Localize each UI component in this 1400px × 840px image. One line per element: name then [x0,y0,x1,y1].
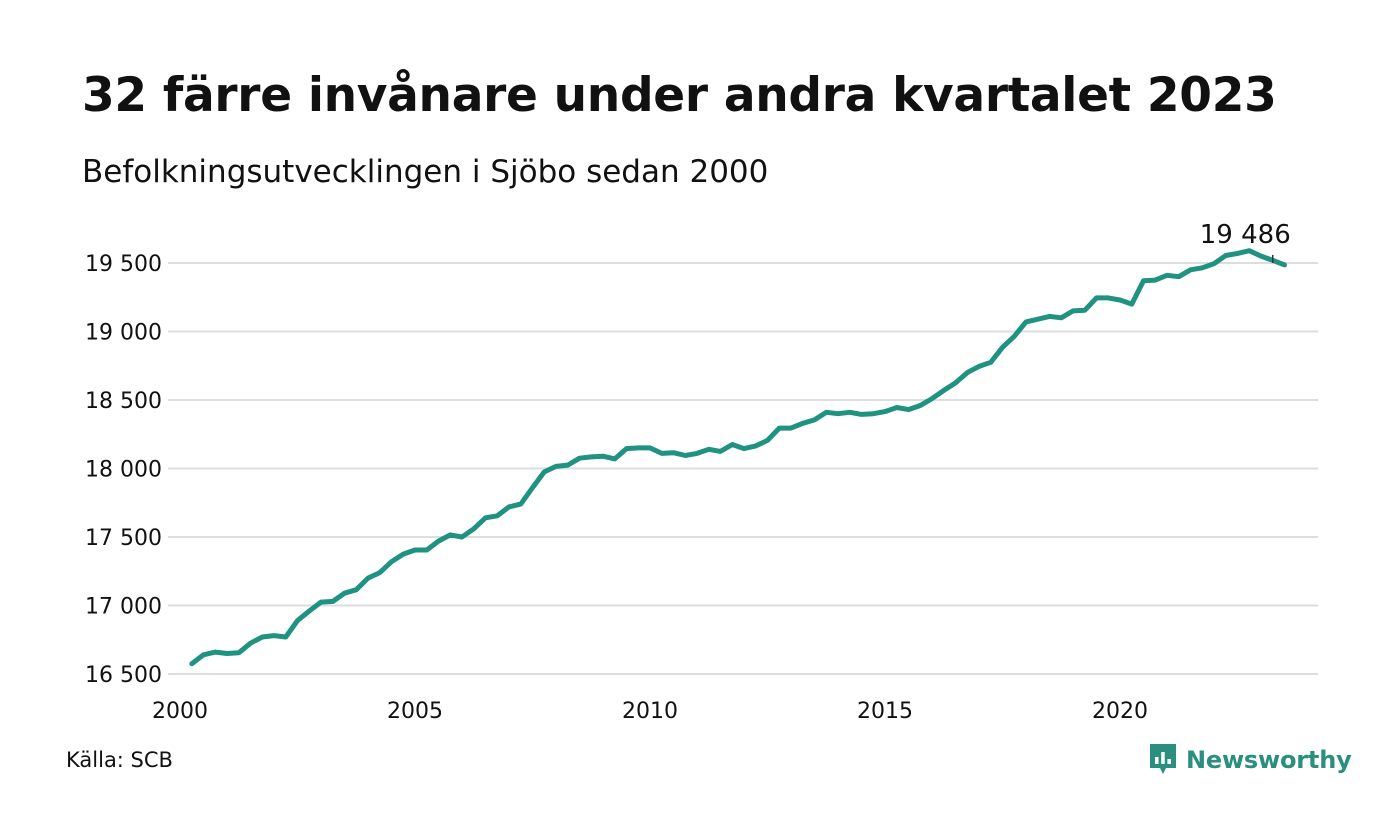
source-note: Källa: SCB [66,748,173,772]
x-tick-label: 2020 [1092,699,1148,724]
y-tick-label: 19 000 [85,321,162,346]
y-tick-label: 18 000 [85,458,162,483]
brand-logo[interactable]: Newsworthy [1148,742,1352,778]
y-tick-label: 17 000 [85,595,162,620]
x-tick-label: 2010 [622,699,678,724]
y-tick-label: 17 500 [85,526,162,551]
x-axis-ticks: 2000 2005 2010 2015 2020 [152,699,1148,724]
population-line [189,248,1287,667]
y-tick-label: 19 500 [85,252,162,277]
brand-name: Newsworthy [1186,746,1352,774]
x-tick-label: 2015 [857,699,913,724]
last-value-label: 19 486 [1200,220,1291,250]
chart-title: 32 färre invånare under andra kvartalet … [82,68,1277,123]
bar-chart-speech-bubble-icon [1150,744,1176,774]
annotation-layer: 19 486 [1200,220,1291,263]
chart-subtitle: Befolkningsutvecklingen i Sjöbo sedan 20… [82,154,769,190]
y-axis-ticks: 16 500 17 000 17 500 18 000 18 500 19 000 19 5… [85,252,162,688]
gridlines [168,262,1318,675]
series-layer [189,248,1287,667]
x-tick-label: 2000 [152,699,208,724]
y-tick-label: 16 500 [85,663,162,688]
x-tick-label: 2005 [387,699,443,724]
y-tick-label: 18 500 [85,389,162,414]
